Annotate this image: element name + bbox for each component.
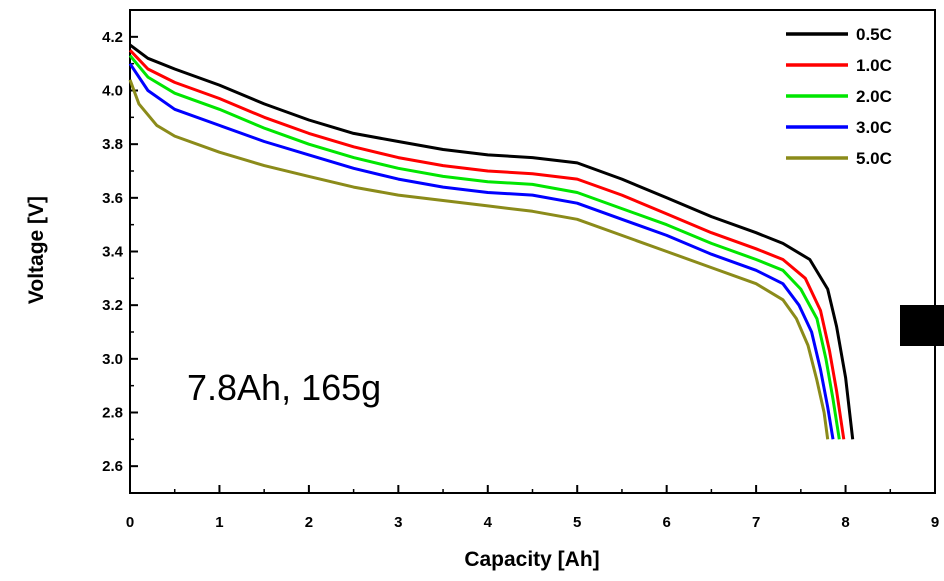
x-tick-label: 0 <box>126 514 134 531</box>
plot-frame <box>129 9 936 494</box>
legend-label: 2.0C <box>856 87 892 106</box>
legend-label: 1.0C <box>856 56 892 75</box>
x-tick-labels: 0 1 2 3 4 5 6 7 8 9 <box>126 514 939 531</box>
y-tick-label: 3.8 <box>102 136 123 153</box>
y-tick-label: 2.8 <box>102 405 123 422</box>
y-tick-label: 2.6 <box>102 458 123 475</box>
annotation-text: 7.8Ah, 165g <box>187 367 381 408</box>
legend-label: 5.0C <box>856 149 892 168</box>
axis-ticks <box>129 9 936 493</box>
y-tick-label: 3.6 <box>102 190 123 207</box>
x-tick-label: 9 <box>931 514 939 531</box>
y-tick-label: 4.2 <box>102 29 123 46</box>
legend: 0.5C 1.0C 2.0C 3.0C 5.0C <box>786 25 892 168</box>
y-axis-title: Voltage [V] <box>25 196 48 304</box>
x-tick-label: 2 <box>305 514 313 531</box>
series-line-5-0c <box>128 79 830 440</box>
x-tick-label: 7 <box>752 514 760 531</box>
y-tick-labels: 2.6 2.8 3.0 3.2 3.4 3.6 3.8 4.0 4.2 <box>102 29 124 475</box>
series-line-2-0c <box>128 54 841 440</box>
legend-label: 0.5C <box>856 25 892 44</box>
x-tick-label: 1 <box>215 514 223 531</box>
y-tick-label: 3.0 <box>102 351 123 368</box>
series-line-1-0c <box>128 49 846 440</box>
x-tick-label: 5 <box>573 514 581 531</box>
series-lines <box>128 43 855 440</box>
y-tick-label: 3.4 <box>102 244 124 261</box>
series-line-3-0c <box>128 62 835 440</box>
legend-label: 3.0C <box>856 118 892 137</box>
y-tick-label: 4.0 <box>102 83 123 100</box>
x-tick-label: 6 <box>662 514 670 531</box>
series-line-0-5c <box>129 43 855 440</box>
x-tick-label: 3 <box>394 514 402 531</box>
black-box-marker <box>900 305 944 346</box>
y-tick-label: 3.2 <box>102 297 123 314</box>
x-tick-label: 4 <box>484 514 493 531</box>
x-axis-title: Capacity [Ah] <box>464 548 599 571</box>
x-tick-label: 8 <box>841 514 849 531</box>
